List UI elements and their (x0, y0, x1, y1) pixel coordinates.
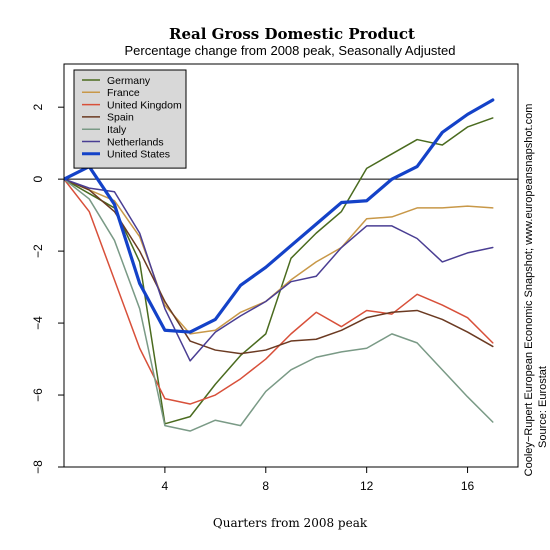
series-lines (64, 98, 495, 432)
y-tick-label: −4 (31, 316, 45, 330)
source-line-1: Cooley−Rupert European Economic Snapshot… (523, 104, 535, 477)
legend-label-netherlands: Netherlands (107, 136, 164, 148)
x-axis-label: Quarters from 2008 peak (213, 516, 368, 530)
series-line-united-kingdom (64, 178, 494, 405)
y-tick-label: 2 (31, 104, 45, 111)
legend-label-germany: Germany (107, 75, 151, 87)
series-line-netherlands (64, 178, 494, 362)
series-line-germany (64, 117, 494, 425)
source-line-2: Source: Eurostat (537, 366, 549, 448)
legend-label-united-states: United States (107, 149, 170, 161)
legend-label-spain: Spain (107, 112, 134, 124)
legend-label-united-kingdom: United Kingdom (107, 99, 182, 111)
plot-area (64, 98, 518, 432)
legend-box (73, 69, 187, 169)
chart-title: Real Gross Domestic Product (169, 25, 415, 43)
y-tick-label: −2 (31, 244, 45, 258)
x-tick-label: 12 (360, 479, 374, 493)
y-tick-label: 0 (31, 175, 45, 182)
x-tick-label: 4 (162, 479, 169, 493)
chart-subtitle: Percentage change from 2008 peak, Season… (124, 43, 455, 58)
y-tick-label: −8 (31, 460, 45, 474)
series-line-italy (64, 178, 494, 432)
axes: 4 8 12 16 −8 −6 −4 −2 0 2 (31, 63, 519, 493)
legend-label-france: France (107, 87, 140, 99)
plot-frame (63, 63, 519, 468)
series-line-united-states (64, 98, 495, 334)
series-line-spain (64, 178, 494, 355)
y-tick-label: −6 (31, 388, 45, 402)
x-tick-label: 16 (461, 479, 475, 493)
x-tick-label: 8 (262, 479, 269, 493)
legend-label-italy: Italy (107, 124, 127, 136)
